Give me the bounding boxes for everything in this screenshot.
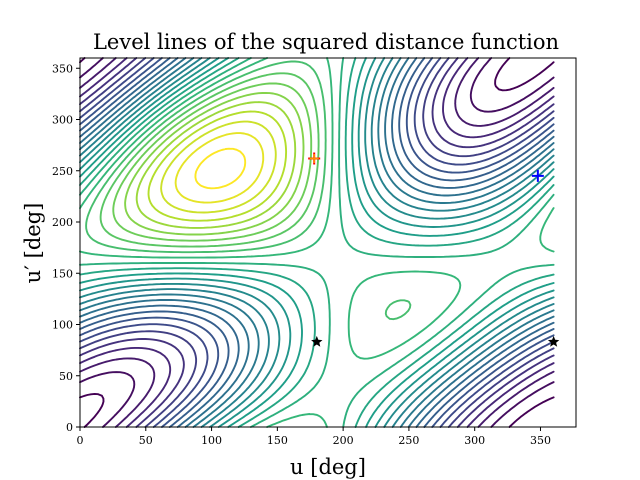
saddle-2-marker <box>547 335 560 347</box>
contour-level-14 <box>79 57 555 428</box>
contour-level-26 <box>174 132 265 204</box>
y-tick-label: 350 <box>52 62 73 75</box>
y-axis-ticks: 0 50 100 150 200 250 300 350 <box>52 62 80 434</box>
contour-level-7 <box>79 57 555 428</box>
x-tick-label: 200 <box>333 434 354 447</box>
x-tick-label: 0 <box>77 434 84 447</box>
critical-point-markers <box>308 152 560 347</box>
contour-level-1 <box>79 57 555 428</box>
contour-level-19 <box>85 60 412 321</box>
contour-level-27 <box>194 147 247 190</box>
contour-level-20 <box>99 72 320 248</box>
y-tick-label: 150 <box>52 267 73 280</box>
contour-level-0 <box>79 57 555 428</box>
minimum-marker <box>531 169 544 182</box>
saddle-1-marker <box>311 335 323 347</box>
x-tick-label: 100 <box>201 434 222 447</box>
contour-level-11 <box>79 57 555 428</box>
contour-level-12 <box>79 57 555 428</box>
x-tick-label: 50 <box>139 434 153 447</box>
y-tick-label: 300 <box>52 114 73 127</box>
y-tick-label: 250 <box>52 165 73 178</box>
contour-level-25 <box>160 120 277 214</box>
x-axis-ticks: 0 50 100 150 200 250 300 350 <box>77 427 551 447</box>
plot-frame <box>79 57 577 428</box>
x-axis-label: u [deg] <box>290 455 366 479</box>
contour-level-23 <box>135 101 297 229</box>
x-tick-label: 300 <box>464 434 485 447</box>
x-tick-label: 250 <box>398 434 419 447</box>
y-tick-label: 50 <box>59 370 73 383</box>
x-tick-label: 150 <box>267 434 288 447</box>
contour-level-4 <box>79 57 555 428</box>
contour-lines <box>79 57 555 428</box>
contour-level-24 <box>147 110 288 222</box>
chart-title: Level lines of the squared distance func… <box>93 30 559 54</box>
y-axis-label: u′ [deg] <box>21 203 45 284</box>
y-tick-label: 100 <box>52 319 73 332</box>
contour-level-21 <box>112 82 313 242</box>
x-tick-label: 350 <box>530 434 551 447</box>
contour-level-6 <box>79 57 555 428</box>
contour-level-22 <box>124 91 305 236</box>
maximum-overlay-marker <box>309 153 319 163</box>
y-tick-label: 200 <box>52 216 73 229</box>
y-tick-label: 0 <box>66 421 73 434</box>
